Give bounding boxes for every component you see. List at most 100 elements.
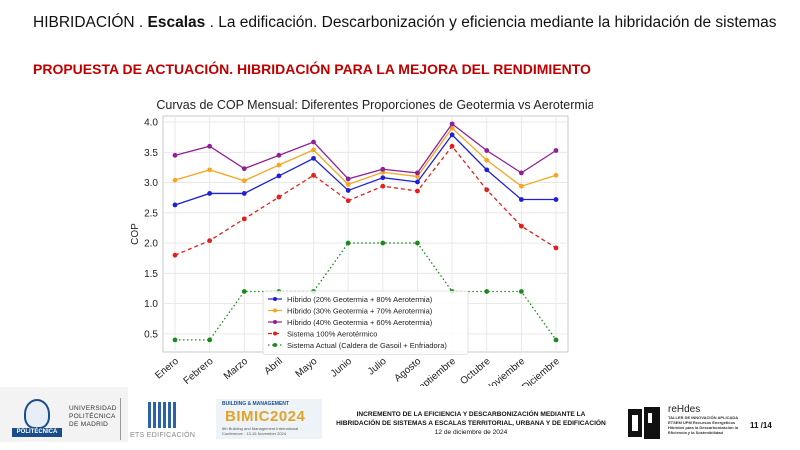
data-point xyxy=(276,194,282,200)
upm-text: UNIVERSIDAD POLITÉCNICA DE MADRID xyxy=(69,405,117,429)
legend-label: Híbrido (40% Geotermia + 60% Aerotermia) xyxy=(287,318,433,327)
ets-label: ETS EDIFICACIÓN xyxy=(130,432,196,439)
data-point xyxy=(415,174,420,179)
data-point xyxy=(553,197,559,202)
data-point xyxy=(484,167,490,173)
rehdes-title: reHdes xyxy=(668,404,701,415)
data-point xyxy=(380,183,386,189)
data-point xyxy=(380,166,386,172)
legend-marker xyxy=(273,343,277,347)
header-prefix: HIBRIDACIÓN . xyxy=(33,14,144,31)
data-point xyxy=(484,289,490,294)
legend-marker xyxy=(273,331,277,336)
slide-header: HIBRIDACIÓN . Escalas . La edificación. … xyxy=(33,14,777,32)
x-tick-label: Junio xyxy=(329,356,355,380)
cop-chart: Curvas de COP Mensual: Diferentes Propor… xyxy=(130,98,593,386)
data-point xyxy=(311,155,316,161)
data-point xyxy=(276,173,282,179)
data-point xyxy=(415,170,420,176)
data-point xyxy=(415,188,420,194)
footer-line-1: INCREMENTO DE LA EFICIENCIA Y DESCARBONI… xyxy=(356,411,586,418)
data-point xyxy=(518,223,524,229)
y-tick-label: 2.5 xyxy=(144,208,158,219)
chart-title: Curvas de COP Mensual: Diferentes Propor… xyxy=(156,98,593,112)
data-point xyxy=(241,191,247,196)
header-rest: . La edificación. Descarbonización y efi… xyxy=(209,14,777,31)
y-tick-label: 4.0 xyxy=(144,118,158,129)
x-tick-label: Diciembre xyxy=(520,356,562,386)
data-point xyxy=(241,289,247,294)
bimic-small-text: BUILDING & MANAGEMENT xyxy=(222,401,289,407)
data-point xyxy=(311,139,316,145)
data-point xyxy=(311,172,316,178)
series-line-4 xyxy=(175,242,557,341)
series-line-3 xyxy=(174,145,557,256)
rehdes-logo-icon xyxy=(628,407,660,439)
data-point xyxy=(207,167,213,173)
legend-box xyxy=(262,290,469,355)
bimic-logo xyxy=(216,399,322,439)
upm-seal-icon xyxy=(24,399,50,429)
series-line-2 xyxy=(174,122,557,180)
data-point xyxy=(345,176,351,182)
upm-bar-label: POLITÉCNICA xyxy=(12,428,62,437)
data-point xyxy=(207,238,213,244)
rehdes-subtitle: TALLER DE INNOVACIÓN APLICADA ETSEM UPM … xyxy=(668,415,739,435)
data-point xyxy=(276,162,282,168)
slide-subtitle: PROPUESTA DE ACTUACIÓN. HIBRIDACIÓN PARA… xyxy=(33,61,591,77)
footer-line-2: HIBRIDACIÓN DE SISTEMAS A ESCALAS TERRIT… xyxy=(336,420,606,427)
data-point xyxy=(345,198,351,204)
data-point xyxy=(172,252,178,258)
data-point xyxy=(345,240,351,246)
data-point xyxy=(172,152,178,158)
y-tick-label: 0.5 xyxy=(144,329,158,340)
data-point xyxy=(241,216,247,222)
data-point xyxy=(415,240,420,246)
data-point xyxy=(518,197,524,202)
x-tick-label: Mayo xyxy=(294,356,320,380)
x-tick-label: Octubre xyxy=(458,356,493,386)
data-point xyxy=(449,125,455,131)
data-point xyxy=(553,337,559,343)
legend-marker xyxy=(273,308,277,313)
legend-label: Híbrido (20% Geotermia + 80% Aerotermia) xyxy=(287,295,433,304)
legend-marker xyxy=(273,320,277,324)
data-point xyxy=(449,143,455,149)
legend-label: Sistema Actual (Caldera de Gasoil + Enfr… xyxy=(287,341,447,350)
data-point xyxy=(553,245,559,251)
data-point xyxy=(207,143,213,149)
bimic-title: BIMIC2024 xyxy=(225,408,306,425)
data-point xyxy=(241,178,247,184)
data-point xyxy=(380,175,386,181)
data-point xyxy=(484,157,490,163)
y-tick-label: 1.5 xyxy=(144,269,158,280)
data-point xyxy=(207,191,213,196)
data-point xyxy=(345,181,351,187)
y-tick-label: 2.0 xyxy=(144,239,158,250)
data-point xyxy=(484,148,490,153)
y-tick-label: 3.5 xyxy=(144,148,158,159)
legend-label: Sistema 100% Aerotérmico xyxy=(287,330,377,339)
legend-marker xyxy=(273,297,277,301)
data-point xyxy=(172,202,178,208)
x-tick-label: Agosto xyxy=(392,356,423,385)
data-point xyxy=(449,121,455,127)
upm-line-2: POLITÉCNICA xyxy=(69,413,116,420)
ets-edificacion-icon xyxy=(148,402,178,428)
data-point xyxy=(241,166,247,172)
bimic-detail: 8th Building and Management Internationa… xyxy=(222,426,299,436)
data-point xyxy=(553,148,559,153)
data-point xyxy=(518,183,524,189)
footer-date: 12 de diciembre de 2024 xyxy=(434,429,508,436)
x-tick-label: Marzo xyxy=(222,356,251,383)
page-number: 11 /14 xyxy=(750,421,772,430)
y-tick-label: 3.0 xyxy=(144,178,158,189)
y-axis-label: COP xyxy=(130,223,141,245)
data-point xyxy=(345,188,351,193)
upm-line-3: DE MADRID xyxy=(69,421,109,428)
data-point xyxy=(172,177,178,183)
data-point xyxy=(276,152,282,158)
legend-label: Híbrido (30% Geotermia + 70% Aerotermia) xyxy=(287,307,433,316)
footer-title: INCREMENTO DE LA EFICIENCIA Y DESCARBONI… xyxy=(336,410,606,437)
data-point xyxy=(311,147,316,153)
